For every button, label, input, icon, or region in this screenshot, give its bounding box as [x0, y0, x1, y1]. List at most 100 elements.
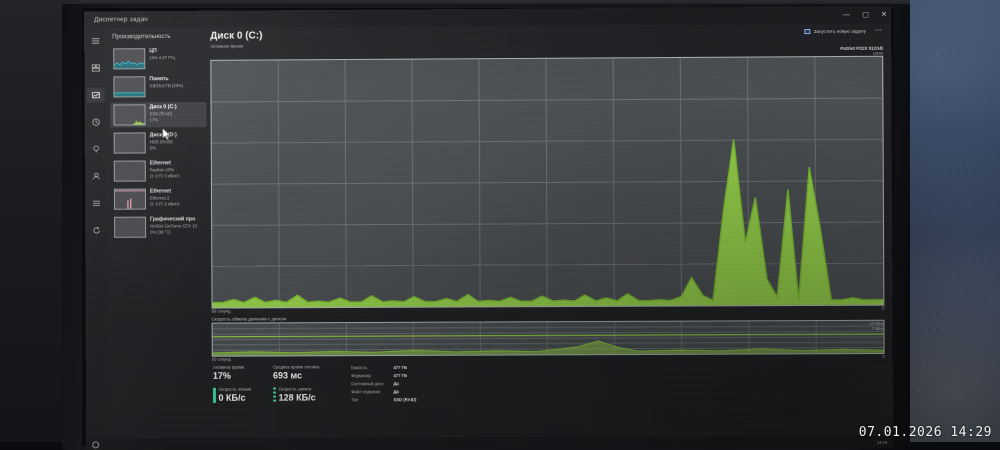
read-speed-legend-swatch — [212, 387, 216, 403]
disk-properties-keys: Емкость Форматир. Системный диск Файл по… — [351, 364, 383, 403]
tile-thumbnail-disk-1 — [113, 132, 146, 154]
sidebar-item-users[interactable] — [87, 169, 105, 184]
monitor-screen: Диспетчер задач — ▢ ✕ — [84, 6, 894, 450]
prop-key-system-disk: Системный диск — [351, 381, 384, 387]
detail-pane: Диск 0 (C:) Активное время Запустить нов… — [206, 23, 894, 439]
chart2-y-labels: 10 МБ/с 7 МБ/с — [869, 322, 883, 332]
tile-disk-1[interactable]: Диск 1 (D:) HDD (RAID) 0% — [111, 130, 207, 156]
sidebar-item-processes[interactable] — [86, 60, 104, 75]
prop-value-page-file: Да — [393, 389, 399, 395]
mouse-cursor — [162, 128, 171, 141]
stat-value: 0 КБ/с — [218, 392, 246, 403]
sidebar-item-services[interactable] — [87, 223, 105, 238]
minimize-button[interactable]: — — [843, 11, 851, 19]
stat-text-block: Скорость записи 128 КБ/с — [279, 386, 316, 403]
navigation-rail — [84, 28, 109, 439]
window-title: Диспетчер задач — [94, 16, 148, 24]
tile-cpu[interactable]: ЦП 14% 4,37 ГГц — [110, 46, 206, 72]
tile-value: О: 0 П: 0 кбит/с — [149, 173, 180, 179]
prop-value-type: SSD (RAID) — [393, 397, 417, 403]
stats-column-left: Активное время 17% Скорость чтения 0 КБ/… — [213, 365, 273, 404]
tile-disk-0[interactable]: Диск 0 (C:) SSD (RAID) 17% — [110, 101, 207, 128]
tile-text-ethernet-radmin: Ethernet Radmin VPN О: 0 П: 0 кбит/с — [150, 160, 180, 179]
tile-text-gpu: Графический про NVIDIA GeForce GTX 10 0%… — [150, 216, 197, 235]
tile-thumbnail-ethernet-2 — [113, 188, 147, 210]
tile-gpu[interactable]: Графический про NVIDIA GeForce GTX 10 0%… — [111, 214, 207, 240]
wall-texture — [910, 0, 1000, 450]
task-manager-window: Диспетчер задач — ▢ ✕ — [84, 6, 894, 450]
statistics-panel: Активное время 17% Скорость чтения 0 КБ/… — [212, 362, 885, 404]
sidebar-item-startup-apps[interactable] — [87, 142, 105, 157]
tile-thumbnail-memory — [113, 76, 146, 98]
chart1-x-label: 60 секунд — [211, 308, 231, 314]
window-body: Производительность ЦП 14% — [84, 23, 894, 439]
sidebar-item-app-history[interactable] — [87, 115, 105, 130]
stat-write-speed: Скорость записи 128 КБ/с — [273, 386, 351, 403]
new-task-icon — [804, 28, 811, 34]
prop-key-page-file: Файл подкачки — [351, 389, 381, 395]
prop-key-formatted: Форматир. — [351, 373, 372, 379]
chart2-transfer-rate-graph — [211, 319, 885, 357]
chart2-x-label: 60 секунд — [211, 356, 231, 362]
stat-active-time: Активное время 17% — [213, 365, 273, 382]
hamburger-icon[interactable] — [86, 33, 104, 48]
tile-thumbnail-disk-0 — [113, 104, 146, 126]
prop-value-capacity: 477 ГБ — [393, 364, 407, 371]
chart1-plot — [211, 57, 884, 308]
tile-subtitle: 3,8/15,9 ГБ (23%) — [149, 83, 184, 89]
tile-text-memory: Память 3,8/15,9 ГБ (23%) — [149, 76, 183, 89]
performance-tiles: ЦП 14% 4,37 ГГц — [110, 46, 207, 240]
close-button[interactable]: ✕ — [881, 11, 888, 19]
disk-title: Диск 0 (C:) — [210, 30, 263, 42]
tile-memory[interactable]: Память 3,8/15,9 ГБ (23%) — [110, 74, 206, 100]
tile-value: О: 0 П: 0 кбит/с — [149, 201, 180, 207]
camera-datestamp: 07.01.2026 14:29 — [858, 425, 992, 440]
tile-ethernet-radmin[interactable]: Ethernet Radmin VPN О: 0 П: 0 кбит/с — [111, 158, 207, 184]
chart2-plot — [213, 321, 884, 356]
prop-value-system-disk: Да — [393, 381, 399, 387]
stat-avg-response: Среднее время отклика 693 мс — [273, 364, 351, 381]
new-task-area: Запустить новую задачу ⋯ — [804, 27, 884, 36]
more-options-button[interactable]: ⋯ — [874, 27, 884, 35]
stat-value: 693 мс — [272, 370, 303, 381]
tile-text-cpu: ЦП 14% 4,37 ГГц — [149, 48, 175, 61]
chart1-wrapper: Patriot P220 512GB 100% — [210, 46, 884, 314]
stat-value: 128 КБ/с — [278, 392, 316, 403]
tile-text-disk-0: Диск 0 (C:) SSD (RAID) 17% — [150, 104, 177, 123]
stats-column-properties: Емкость Форматир. Системный диск Файл по… — [351, 362, 885, 403]
write-speed-legend-swatch — [273, 387, 276, 403]
window-controls: — ▢ ✕ — [843, 6, 887, 23]
tile-subtitle: 14% 4,37 ГГц — [149, 55, 176, 61]
page-title: Производительность — [112, 33, 171, 41]
taskbar-start-icon[interactable] — [92, 440, 100, 448]
disk-properties-values: 477 ГБ 477 ГБ Да Да SSD (RAID) — [393, 364, 416, 403]
disk-properties-table: Емкость Форматир. Системный диск Файл по… — [351, 362, 885, 403]
prop-value-formatted: 477 ГБ — [393, 373, 407, 379]
chart2-wrapper: Скорость обмена данными с диском — [211, 314, 885, 362]
chart1-active-time-graph — [210, 55, 885, 309]
prop-key-capacity: Емкость — [351, 365, 368, 371]
chart2-y-mid-label: 7 МБ/с — [871, 326, 884, 331]
run-new-task-button[interactable]: Запустить новую задачу — [813, 28, 866, 34]
chart2-y-min-label: 0 — [882, 354, 885, 360]
stat-read-speed: Скорость чтения 0 КБ/с — [212, 387, 273, 404]
sidebar-item-performance[interactable] — [86, 87, 105, 103]
stat-text-block: Скорость чтения 0 КБ/с — [218, 387, 251, 404]
chart1-y-min-label: 0 — [882, 305, 885, 311]
sidebar-item-details[interactable] — [87, 196, 105, 211]
tile-value: 17% — [149, 117, 158, 123]
tile-ethernet-2[interactable]: Ethernet Ethernet 2 О: 0 П: 0 кбит/с — [111, 186, 207, 212]
detail-title-block: Диск 0 (C:) Активное время — [210, 30, 262, 48]
maximize-button[interactable]: ▢ — [862, 11, 869, 19]
tile-text-ethernet-2: Ethernet Ethernet 2 О: 0 П: 0 кбит/с — [150, 188, 180, 207]
tile-value: 0% — [149, 145, 156, 151]
tile-value: 0% (38 °C) — [150, 229, 171, 235]
tile-thumbnail-gpu — [114, 216, 147, 238]
tile-thumbnail-cpu — [113, 48, 146, 70]
stat-value: 17% — [212, 370, 231, 381]
room-background-right — [910, 0, 1000, 450]
stats-column-middle: Среднее время отклика 693 мс Скорость за… — [273, 364, 351, 403]
chart1-subtitle: Активное время — [210, 43, 244, 49]
prop-key-type: Тип — [351, 397, 359, 403]
